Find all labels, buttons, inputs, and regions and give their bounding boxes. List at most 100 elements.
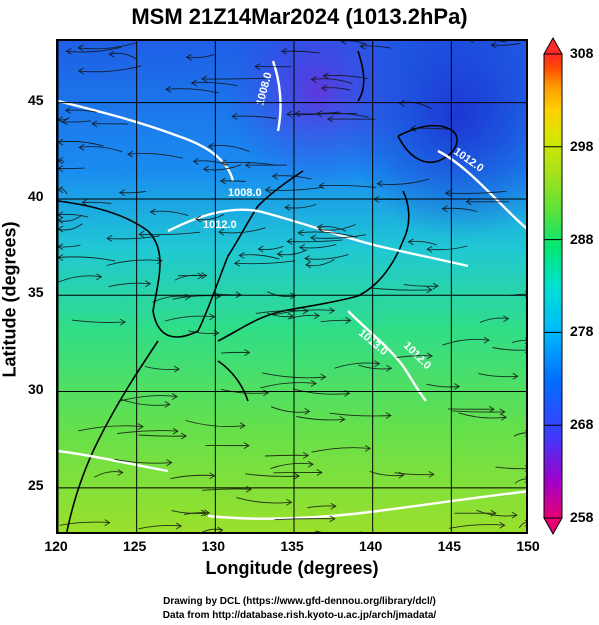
streamline bbox=[109, 52, 138, 60]
streamline bbox=[334, 362, 380, 369]
colorbar-tick-label: 308 bbox=[570, 45, 594, 61]
streamline bbox=[514, 478, 526, 484]
streamline-arrow bbox=[276, 250, 283, 258]
streamline bbox=[165, 88, 219, 94]
streamline bbox=[408, 240, 437, 246]
streamline-arrow bbox=[244, 349, 251, 356]
streamline bbox=[139, 231, 201, 236]
streamline bbox=[394, 472, 434, 476]
streamline-arrow bbox=[173, 365, 180, 373]
streamline-arrow bbox=[58, 216, 64, 224]
streamline-arrow bbox=[410, 125, 417, 132]
credit-data: Data from http://database.rish.kyoto-u.a… bbox=[162, 610, 437, 621]
streamline-arrow bbox=[426, 286, 433, 294]
streamline-arrow bbox=[294, 110, 301, 118]
streamline bbox=[289, 314, 320, 320]
streamline-arrow bbox=[194, 215, 202, 223]
colorbar bbox=[543, 36, 563, 536]
streamline bbox=[116, 430, 178, 435]
streamline-arrow bbox=[164, 401, 171, 408]
streamline-arrow bbox=[207, 143, 214, 150]
streamline-arrow bbox=[58, 157, 64, 164]
streamline bbox=[299, 243, 337, 249]
y-tick-label: 35 bbox=[28, 284, 44, 301]
streamline bbox=[285, 204, 317, 209]
streamline-arrow bbox=[444, 189, 451, 197]
streamline-arrow bbox=[58, 186, 64, 193]
streamline bbox=[106, 259, 163, 266]
streamline-arrow bbox=[304, 408, 311, 415]
streamline-arrow bbox=[209, 313, 216, 321]
streamline-arrow bbox=[503, 315, 510, 323]
colorbar-tick-label: 288 bbox=[570, 230, 594, 247]
streamline bbox=[62, 120, 92, 123]
streamline bbox=[119, 191, 146, 194]
streamline-arrow bbox=[104, 519, 111, 526]
streamline bbox=[266, 312, 293, 318]
streamline-arrow bbox=[432, 282, 439, 290]
colorbar-max-triangle bbox=[543, 36, 563, 55]
streamline bbox=[58, 275, 102, 283]
streamline-arrow bbox=[58, 225, 64, 233]
streamline-arrow bbox=[238, 252, 245, 259]
streamline-arrow bbox=[233, 259, 241, 267]
streamline-arrow bbox=[483, 336, 490, 344]
streamline-arrow bbox=[359, 42, 366, 50]
streamline-arrow bbox=[203, 509, 211, 517]
colorbar-gradient bbox=[543, 53, 563, 519]
streamline bbox=[221, 161, 278, 166]
streamline-arrow bbox=[149, 208, 156, 216]
streamline bbox=[144, 366, 180, 371]
streamline bbox=[442, 207, 478, 212]
streamline bbox=[201, 77, 266, 80]
streamline-arrow bbox=[345, 317, 352, 324]
china-south-coast bbox=[66, 340, 159, 532]
streamline-arrow bbox=[264, 186, 271, 194]
streamline-arrow bbox=[326, 115, 334, 123]
streamline bbox=[236, 497, 292, 504]
streamline-arrow bbox=[81, 199, 88, 206]
streamline-arrow bbox=[310, 76, 317, 83]
japan-honshu-coast bbox=[217, 190, 410, 342]
streamline-arrow bbox=[330, 502, 337, 510]
streamline bbox=[164, 315, 215, 322]
streamline bbox=[220, 180, 246, 182]
streamline bbox=[58, 140, 104, 147]
streamline-arrow bbox=[78, 144, 85, 151]
streamline-arrow bbox=[202, 165, 209, 173]
streamline-arrow bbox=[263, 389, 270, 397]
streamline-arrow bbox=[490, 41, 497, 49]
streamline-arrow bbox=[469, 41, 475, 44]
kyushu-coast bbox=[217, 360, 249, 402]
y-tick-label: 30 bbox=[28, 380, 44, 397]
streamline bbox=[201, 528, 223, 532]
temperature-map: 1008.0 1008.0 1012.0 1013.0 1012.0 1012.… bbox=[58, 41, 526, 532]
streamline-arrow bbox=[180, 432, 188, 440]
streamline-arrow bbox=[329, 515, 336, 523]
streamline-arrow bbox=[398, 99, 405, 107]
streamline-arrow bbox=[307, 460, 314, 468]
streamline-arrow bbox=[201, 75, 208, 83]
streamline bbox=[360, 45, 391, 49]
streamline-arrow bbox=[313, 312, 320, 320]
streamline bbox=[292, 388, 350, 395]
streamline-arrow bbox=[322, 72, 329, 80]
y-tick-label: 40 bbox=[28, 187, 44, 204]
streamline-arrow bbox=[58, 254, 64, 261]
streamline bbox=[286, 111, 340, 116]
streamline bbox=[255, 310, 308, 314]
streamline bbox=[277, 249, 308, 256]
streamline bbox=[274, 518, 335, 521]
y-axis-label: Latitude (degrees) bbox=[0, 221, 20, 378]
streamline-arrow bbox=[58, 165, 64, 172]
streamline-arrow bbox=[385, 412, 392, 419]
isobar-line bbox=[437, 149, 526, 230]
streamline bbox=[458, 412, 507, 419]
streamline bbox=[234, 260, 296, 265]
streamline bbox=[220, 388, 269, 394]
streamline-arrow bbox=[58, 211, 64, 219]
streamline bbox=[239, 254, 280, 260]
streamline-arrow bbox=[58, 243, 64, 251]
colorbar-tick-label: 268 bbox=[570, 416, 594, 433]
streamline bbox=[321, 87, 351, 91]
